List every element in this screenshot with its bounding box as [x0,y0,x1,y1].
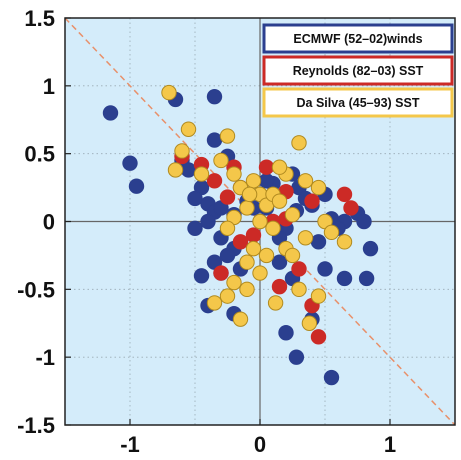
data-point [310,329,327,345]
data-point [343,200,359,216]
legend-entry-box [262,87,454,118]
data-point [219,189,236,205]
data-point [310,234,327,250]
data-point [284,247,301,264]
data-point [271,193,288,209]
data-point [174,143,190,159]
data-point [265,220,281,236]
data-point [206,88,223,105]
data-point [187,220,203,236]
data-point [323,224,340,241]
x-tick-label: -1 [120,432,140,457]
data-point [213,152,229,169]
y-axis-ticks: 1.5 1 0.5 0 -0.5 -1 -1.5 [17,6,71,438]
data-point [362,240,379,257]
x-tick-label: 1 [384,432,396,457]
data-point [271,254,288,270]
data-point [206,132,223,148]
legend: ECMWF (52–02)winds Reynolds (82–03) SST Da… [262,23,454,118]
data-point [297,230,314,246]
data-point [239,200,255,216]
data-point [304,193,320,209]
data-point [161,84,177,101]
data-point [336,234,353,250]
data-point [187,190,203,207]
legend-entry-label: Da Silva (45–93) SST [297,96,420,110]
data-point [284,207,301,223]
data-point [226,166,242,182]
data-point [193,166,210,182]
data-point [122,155,138,171]
data-point [219,128,236,144]
data-point [278,325,294,341]
data-point [128,178,145,194]
data-point [291,281,307,298]
legend-entry-box [262,23,454,54]
data-point [297,173,314,189]
data-point [245,227,262,243]
data-points [102,84,379,386]
data-point [291,135,307,151]
y-tick-label: -0.5 [17,277,55,302]
data-point [219,288,236,304]
data-point [226,274,242,291]
data-point [310,179,327,196]
y-tick-label: -1.5 [17,413,55,438]
data-point [291,261,307,277]
data-point [219,220,236,236]
x-tick-label: 0 [254,432,266,457]
data-point [193,268,210,284]
data-point [232,311,249,327]
data-point [288,349,305,365]
data-point [336,270,353,287]
data-point [232,234,249,250]
data-point [245,173,262,189]
data-point [323,369,340,386]
data-point [310,288,327,304]
data-point [258,247,275,264]
data-point [356,213,372,230]
data-point [102,105,119,121]
data-point [167,162,184,178]
y-tick-label: -1 [35,345,55,370]
data-point [239,281,255,298]
data-point [301,315,318,331]
y-tick-label: 1 [43,74,55,99]
data-point [358,270,375,287]
data-point [336,186,353,203]
y-tick-label: 0 [43,210,55,235]
y-tick-label: 0.5 [24,142,55,167]
data-point [180,121,197,137]
data-point [317,261,333,277]
data-point [213,265,229,281]
data-point [239,254,255,270]
data-point [271,278,288,295]
legend-entry-box [262,55,454,86]
x-axis-ticks: -1 0 1 [120,419,396,457]
legend-entry-label: Reynolds (82–03) SST [293,64,424,78]
data-point [271,159,288,175]
data-point [206,295,223,311]
data-point [258,159,275,175]
data-point [252,213,268,230]
data-point [206,173,223,189]
data-point [200,213,216,230]
data-point [241,186,258,203]
legend-entry-label: ECMWF (52–02)winds [293,32,422,46]
data-point [245,240,262,257]
y-tick-label: 1.5 [24,6,55,31]
data-point [180,162,197,178]
data-point [258,173,275,189]
data-point [219,247,236,264]
data-point [252,265,268,281]
data-point [267,295,284,311]
